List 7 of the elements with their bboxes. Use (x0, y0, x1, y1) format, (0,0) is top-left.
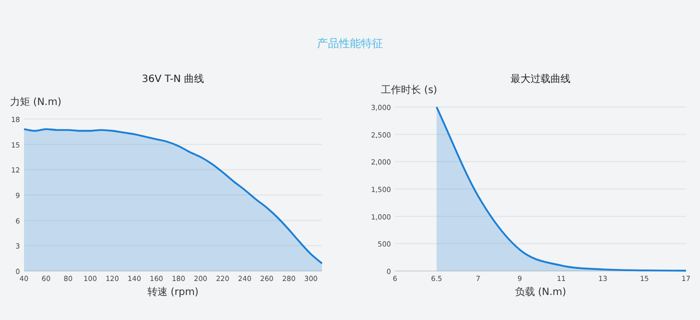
y-axis-title: 工作时长 (s) (381, 84, 438, 96)
x-axis-title: 负载 (N.m) (514, 286, 566, 298)
y-axis-title: 力矩 (N.m) (10, 96, 62, 108)
x-axis-title: 转速 (rpm) (147, 286, 199, 298)
chart-title: 36V T-N 曲线 (142, 73, 204, 85)
text: 产品性能特征 (317, 37, 383, 50)
chart-title: 最大过载曲线 (510, 73, 570, 85)
